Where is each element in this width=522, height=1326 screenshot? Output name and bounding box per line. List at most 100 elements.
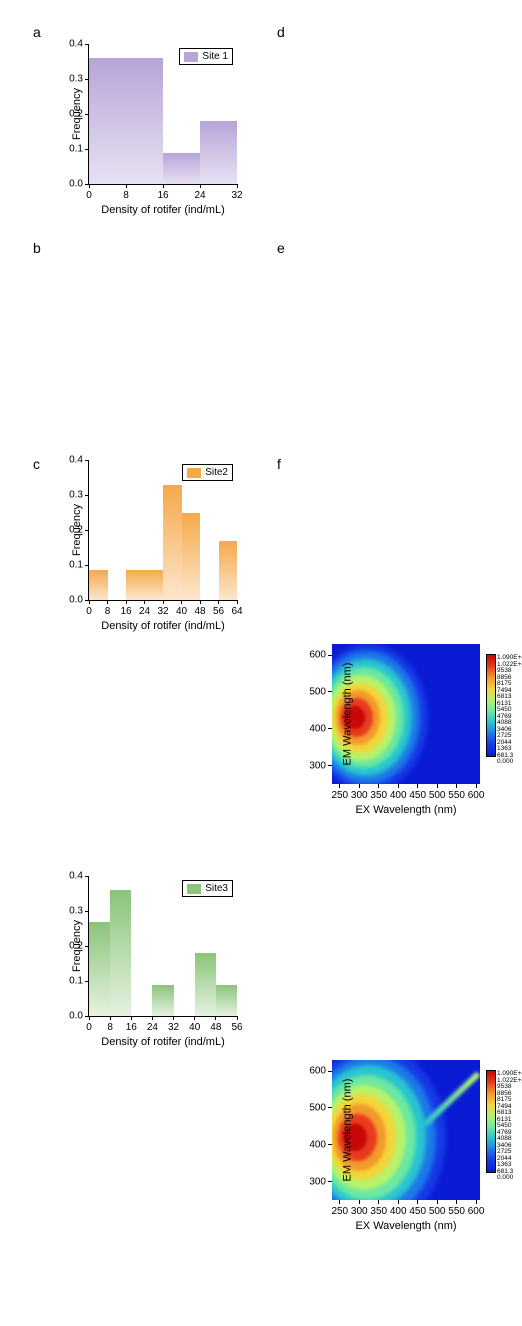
heat-xtick: 550 xyxy=(448,1206,465,1217)
xtick-label: 24 xyxy=(147,1022,158,1033)
hist-bar xyxy=(126,570,145,600)
xtick-label: 56 xyxy=(213,606,224,617)
hist-bar xyxy=(152,985,173,1017)
heat-contour xyxy=(344,706,364,730)
heat-xtick: 350 xyxy=(370,790,387,801)
heat-xtick: 250 xyxy=(331,1206,348,1217)
xtick-label: 16 xyxy=(157,190,168,201)
xlabel: Density of rotifer (ind/mL) xyxy=(101,204,224,216)
hist-panel-a: 0.00.10.20.30.408162432FrequencyDensity … xyxy=(48,32,248,232)
colorbar-tick: 0.000 xyxy=(497,759,522,766)
hist-panel-c: 0.00.10.20.30.408162432404856FrequencyDe… xyxy=(48,864,248,1064)
heat-ytick: 300 xyxy=(309,1176,326,1187)
heat-panel-d: 300400500600250300350400450500550600EM W… xyxy=(292,632,512,832)
heat-xtick: 500 xyxy=(429,1206,446,1217)
hist-plot-area: 0.00.10.20.30.40816243240485664Frequency… xyxy=(88,460,237,601)
ytick-label: 0.4 xyxy=(69,39,83,50)
heat-ytick: 400 xyxy=(309,1139,326,1150)
ytick-label: 0.1 xyxy=(69,976,83,987)
hist-panel-b: 0.00.10.20.30.40816243240485664Frequency… xyxy=(48,448,248,648)
xtick-label: 0 xyxy=(86,606,92,617)
heat-xtick: 300 xyxy=(351,790,368,801)
colorbar: 1.090E+41.022E+4953888568175749468136131… xyxy=(486,654,496,757)
hist-bar xyxy=(163,153,200,185)
xtick-label: 40 xyxy=(189,1022,200,1033)
panel-label-d: d xyxy=(277,24,285,40)
xtick-label: 40 xyxy=(176,606,187,617)
ytick-label: 0.3 xyxy=(69,74,83,85)
ylabel: Frequency xyxy=(71,504,83,556)
ytick-label: 0.3 xyxy=(69,906,83,917)
panel-label-a: a xyxy=(33,24,41,40)
legend: Site 1 xyxy=(179,48,233,65)
heat-ytick: 600 xyxy=(309,1066,326,1077)
colorbar: 1.090E+41.022E+4953888568175749468136131… xyxy=(486,1070,496,1173)
colorbar-tick: 0.000 xyxy=(497,1175,522,1182)
heat-xtick: 300 xyxy=(351,1206,368,1217)
xtick-label: 16 xyxy=(120,606,131,617)
hist-bar xyxy=(163,485,182,601)
xtick-label: 48 xyxy=(210,1022,221,1033)
xtick-label: 8 xyxy=(123,190,129,201)
xtick-label: 8 xyxy=(107,1022,113,1033)
xtick-label: 32 xyxy=(157,606,168,617)
xtick-label: 24 xyxy=(139,606,150,617)
xtick-label: 32 xyxy=(168,1022,179,1033)
xlabel: Density of rotifer (ind/mL) xyxy=(101,620,224,632)
legend-text: Site3 xyxy=(205,883,228,894)
ytick-label: 0.0 xyxy=(69,1011,83,1022)
panel-label-b: b xyxy=(33,240,41,256)
ytick-label: 0.4 xyxy=(69,871,83,882)
hist-bar xyxy=(89,922,110,1017)
heat-ytick: 500 xyxy=(309,686,326,697)
xtick-label: 0 xyxy=(86,190,92,201)
legend: Site3 xyxy=(182,880,233,897)
xlabel: Density of rotifer (ind/mL) xyxy=(101,1036,224,1048)
heat-xtick: 550 xyxy=(448,790,465,801)
hist-bar xyxy=(219,541,238,601)
heat-xtick: 500 xyxy=(429,790,446,801)
heat-contour xyxy=(343,1124,366,1151)
ytick-label: 0.0 xyxy=(69,595,83,606)
hist-bar xyxy=(216,985,237,1017)
xtick-label: 8 xyxy=(105,606,111,617)
hist-bar xyxy=(200,121,237,184)
hist-plot-area: 0.00.10.20.30.408162432404856FrequencyDe… xyxy=(88,876,237,1017)
heat-ytick: 500 xyxy=(309,1102,326,1113)
heat-ytick: 300 xyxy=(309,760,326,771)
hist-bar xyxy=(145,570,164,600)
heat-ytick: 600 xyxy=(309,650,326,661)
legend-swatch xyxy=(187,468,201,478)
xtick-label: 64 xyxy=(231,606,242,617)
xtick-label: 16 xyxy=(126,1022,137,1033)
panel-label-f: f xyxy=(277,456,281,472)
hist-bar xyxy=(182,513,201,601)
ytick-label: 0.3 xyxy=(69,490,83,501)
legend-text: Site2 xyxy=(205,467,228,478)
ytick-label: 0.4 xyxy=(69,455,83,466)
heat-xtick: 600 xyxy=(468,790,485,801)
ytick-label: 0.0 xyxy=(69,179,83,190)
xtick-label: 0 xyxy=(86,1022,92,1033)
heat-xtick: 450 xyxy=(409,1206,426,1217)
heat-plot-area xyxy=(332,644,480,784)
heat-xtick: 250 xyxy=(331,790,348,801)
hist-bar xyxy=(89,58,126,184)
xtick-label: 32 xyxy=(231,190,242,201)
heat-plot-area xyxy=(332,1060,480,1200)
xtick-label: 24 xyxy=(194,190,205,201)
ylabel: Frequency xyxy=(71,920,83,972)
ytick-label: 0.1 xyxy=(69,560,83,571)
heat-ytick: 400 xyxy=(309,723,326,734)
heat-xlabel: EX Wavelength (nm) xyxy=(355,804,456,816)
ylabel: Frequency xyxy=(71,88,83,140)
hist-bar xyxy=(126,58,163,184)
heat-xtick: 350 xyxy=(370,1206,387,1217)
heat-xtick: 400 xyxy=(390,1206,407,1217)
panel-label-c: c xyxy=(33,456,40,472)
xtick-label: 56 xyxy=(231,1022,242,1033)
hist-bar xyxy=(195,953,216,1016)
legend: Site2 xyxy=(182,464,233,481)
figure-canvas: a b c d e f 0.00.10.20.30.408162432Frequ… xyxy=(0,0,522,663)
legend-swatch xyxy=(184,52,198,62)
